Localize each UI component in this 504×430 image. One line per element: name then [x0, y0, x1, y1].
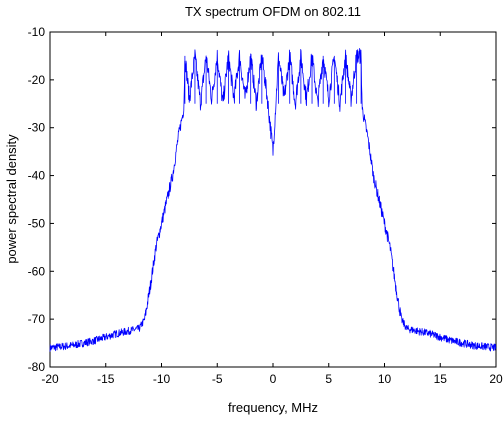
x-tick-label: -5 [212, 372, 223, 386]
x-tick-label: -15 [97, 372, 115, 386]
x-tick-label: 15 [434, 372, 448, 386]
chart-title: TX spectrum OFDM on 802.11 [185, 4, 361, 19]
x-tick-label: 20 [489, 372, 503, 386]
x-tick-label: 0 [270, 372, 277, 386]
x-tick-label: -10 [153, 372, 171, 386]
y-tick-label: -30 [28, 121, 46, 135]
x-tick-label: 5 [325, 372, 332, 386]
x-axis-label: frequency, MHz [228, 400, 318, 415]
x-tick-label: 10 [378, 372, 392, 386]
series-line [49, 47, 497, 352]
plot-area [49, 31, 497, 368]
y-tick-label: -70 [28, 312, 46, 326]
axis-tick-labels: -20 -15 -10 -5 0 5 10 15 20-10-20-30-40-50-60-70… [28, 25, 503, 386]
x-tick-label: -20 [41, 372, 59, 386]
y-tick-label: -40 [28, 169, 46, 183]
y-tick-label: -10 [28, 25, 46, 39]
y-tick-label: -60 [28, 264, 46, 278]
y-axis-label: power spectral density [4, 134, 19, 264]
y-tick-label: -20 [28, 73, 46, 87]
y-tick-label: -80 [28, 360, 46, 374]
axis-ticks [49, 31, 497, 368]
y-tick-label: -50 [28, 216, 46, 230]
